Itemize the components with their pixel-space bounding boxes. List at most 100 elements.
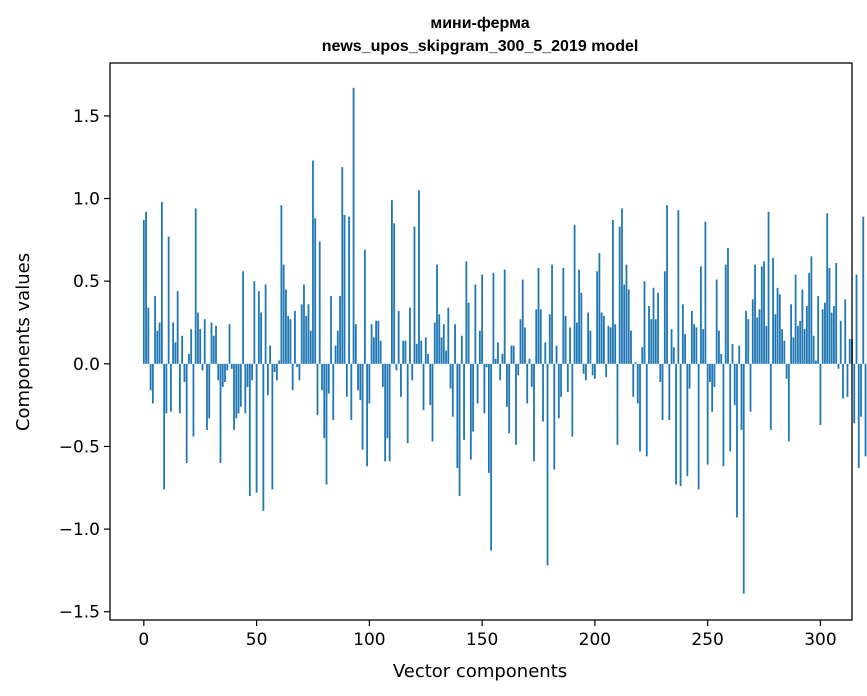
- y-axis: −1.5 −1.0 −0.5 0.0 0.5 1.0 1.5: [59, 107, 110, 623]
- bar: [481, 274, 484, 364]
- bar: [864, 363, 867, 457]
- bar: [413, 226, 416, 364]
- bar: [693, 324, 696, 364]
- bar: [312, 160, 314, 364]
- bar: [305, 315, 308, 364]
- bar: [756, 317, 759, 364]
- bar: [740, 363, 743, 430]
- bar: [778, 294, 781, 364]
- bar: [772, 258, 774, 364]
- bar: [483, 363, 486, 414]
- x-tick-label: 200: [579, 630, 611, 650]
- bar: [169, 363, 172, 412]
- bar: [264, 284, 267, 364]
- bar: [487, 363, 490, 473]
- bar: [388, 363, 391, 462]
- bar: [862, 216, 865, 364]
- x-axis-label: Vector components: [393, 661, 567, 682]
- bar: [634, 362, 637, 364]
- bar: [266, 363, 269, 396]
- bar: [612, 220, 614, 364]
- bar: [233, 363, 235, 430]
- bar: [366, 363, 368, 467]
- bar: [411, 363, 414, 381]
- bar: [217, 363, 220, 381]
- bar: [553, 363, 556, 470]
- bar: [499, 363, 502, 381]
- bar: [280, 205, 283, 364]
- bar: [857, 363, 860, 468]
- bar: [174, 342, 177, 364]
- bar: [659, 363, 662, 382]
- bar: [456, 363, 459, 468]
- bar: [167, 236, 170, 364]
- bar: [440, 337, 443, 364]
- bar: [526, 363, 529, 404]
- bar: [172, 322, 175, 364]
- bar: [352, 87, 355, 364]
- bar: [578, 269, 580, 364]
- bar: [420, 340, 423, 364]
- bar: [197, 312, 199, 364]
- bar: [359, 363, 362, 401]
- bar: [147, 307, 150, 364]
- bar: [621, 208, 623, 364]
- bar: [215, 325, 217, 364]
- bar: [648, 305, 650, 364]
- bar: [206, 363, 208, 430]
- bar: [478, 330, 481, 364]
- bar: [747, 319, 750, 364]
- bar: [765, 325, 768, 364]
- bar: [614, 324, 617, 364]
- bar: [742, 363, 745, 594]
- bar: [666, 205, 668, 364]
- x-tick-label: 0: [138, 630, 149, 650]
- bar: [512, 345, 515, 364]
- bar: [539, 309, 542, 364]
- bar: [853, 363, 856, 424]
- bar: [354, 324, 357, 364]
- bar: [718, 330, 720, 364]
- bar: [828, 267, 831, 364]
- bar: [203, 319, 206, 364]
- bar: [686, 363, 689, 477]
- bar: [582, 363, 585, 374]
- x-tick-label: 250: [691, 630, 723, 650]
- bar: [429, 363, 432, 406]
- bar: [291, 363, 294, 391]
- bar: [237, 363, 240, 414]
- bar: [627, 289, 630, 364]
- bar: [345, 363, 348, 397]
- bar: [720, 353, 723, 364]
- bar: [404, 340, 407, 364]
- bar: [860, 363, 862, 417]
- bar: [208, 363, 211, 419]
- bar: [833, 305, 835, 364]
- bar: [298, 363, 301, 381]
- bar: [503, 269, 506, 364]
- bar: [650, 319, 653, 364]
- bar: [799, 320, 802, 364]
- bar: [228, 324, 231, 364]
- bar: [409, 307, 411, 364]
- bar: [379, 340, 382, 364]
- bar: [722, 363, 725, 467]
- bar: [497, 342, 499, 364]
- bar: [591, 363, 594, 376]
- bar: [201, 363, 204, 371]
- bar: [318, 241, 321, 364]
- bar: [309, 330, 312, 364]
- bar: [350, 363, 353, 421]
- bar: [803, 329, 806, 364]
- bar: [724, 264, 727, 364]
- y-tick-label: −0.5: [59, 437, 100, 457]
- bar: [528, 358, 531, 364]
- bar: [307, 304, 310, 364]
- bar: [458, 363, 461, 497]
- y-tick-label: 1.5: [73, 107, 100, 127]
- bar: [467, 302, 470, 364]
- bar: [783, 340, 786, 364]
- y-tick-label: 1.0: [73, 190, 100, 210]
- bar: [300, 304, 303, 364]
- bar: [815, 360, 817, 364]
